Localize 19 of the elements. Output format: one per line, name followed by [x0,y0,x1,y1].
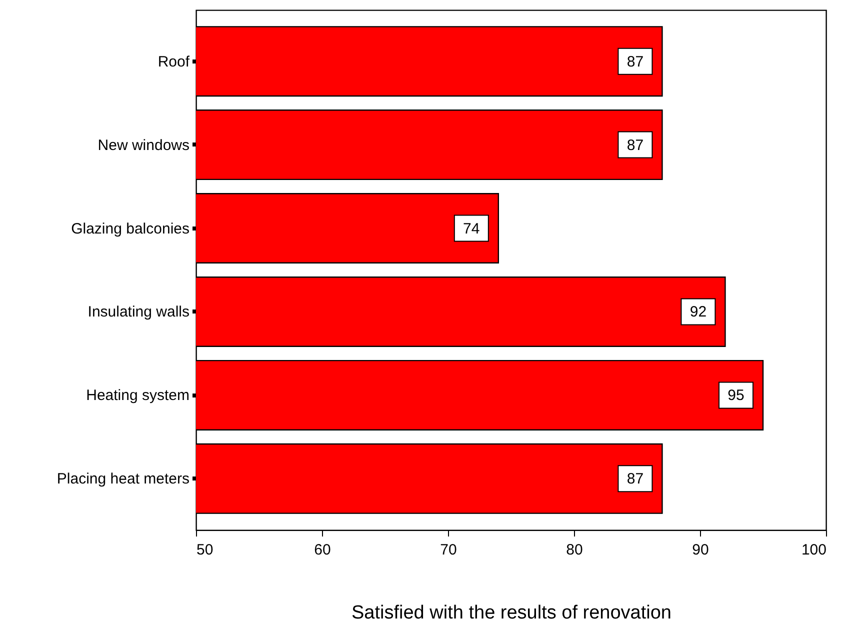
x-tick-label: 100 [801,542,826,558]
data-label: 87 [626,136,644,154]
x-tick-label: 80 [566,542,583,558]
data-label: 95 [728,387,744,404]
y-tick-label: New windows [98,136,190,154]
x-axis-title: Satisfied with the results of renovation [351,602,672,623]
x-tick-label: 70 [440,542,457,558]
data-label: 74 [463,220,480,238]
data-label: 92 [690,304,707,321]
y-tick-label: Heating system [86,387,190,404]
x-tick-label: 50 [196,542,214,558]
y-tick-label: Glazing balconies [71,220,190,238]
y-tick-label: Insulating walls [88,304,190,321]
y-tick-label: Roof [158,53,190,70]
data-label: 87 [626,53,644,70]
x-tick-label: 90 [692,542,709,558]
data-label: 87 [626,470,644,488]
y-tick-label: Placing heat meters [56,470,190,488]
x-tick-label: 60 [314,542,331,558]
